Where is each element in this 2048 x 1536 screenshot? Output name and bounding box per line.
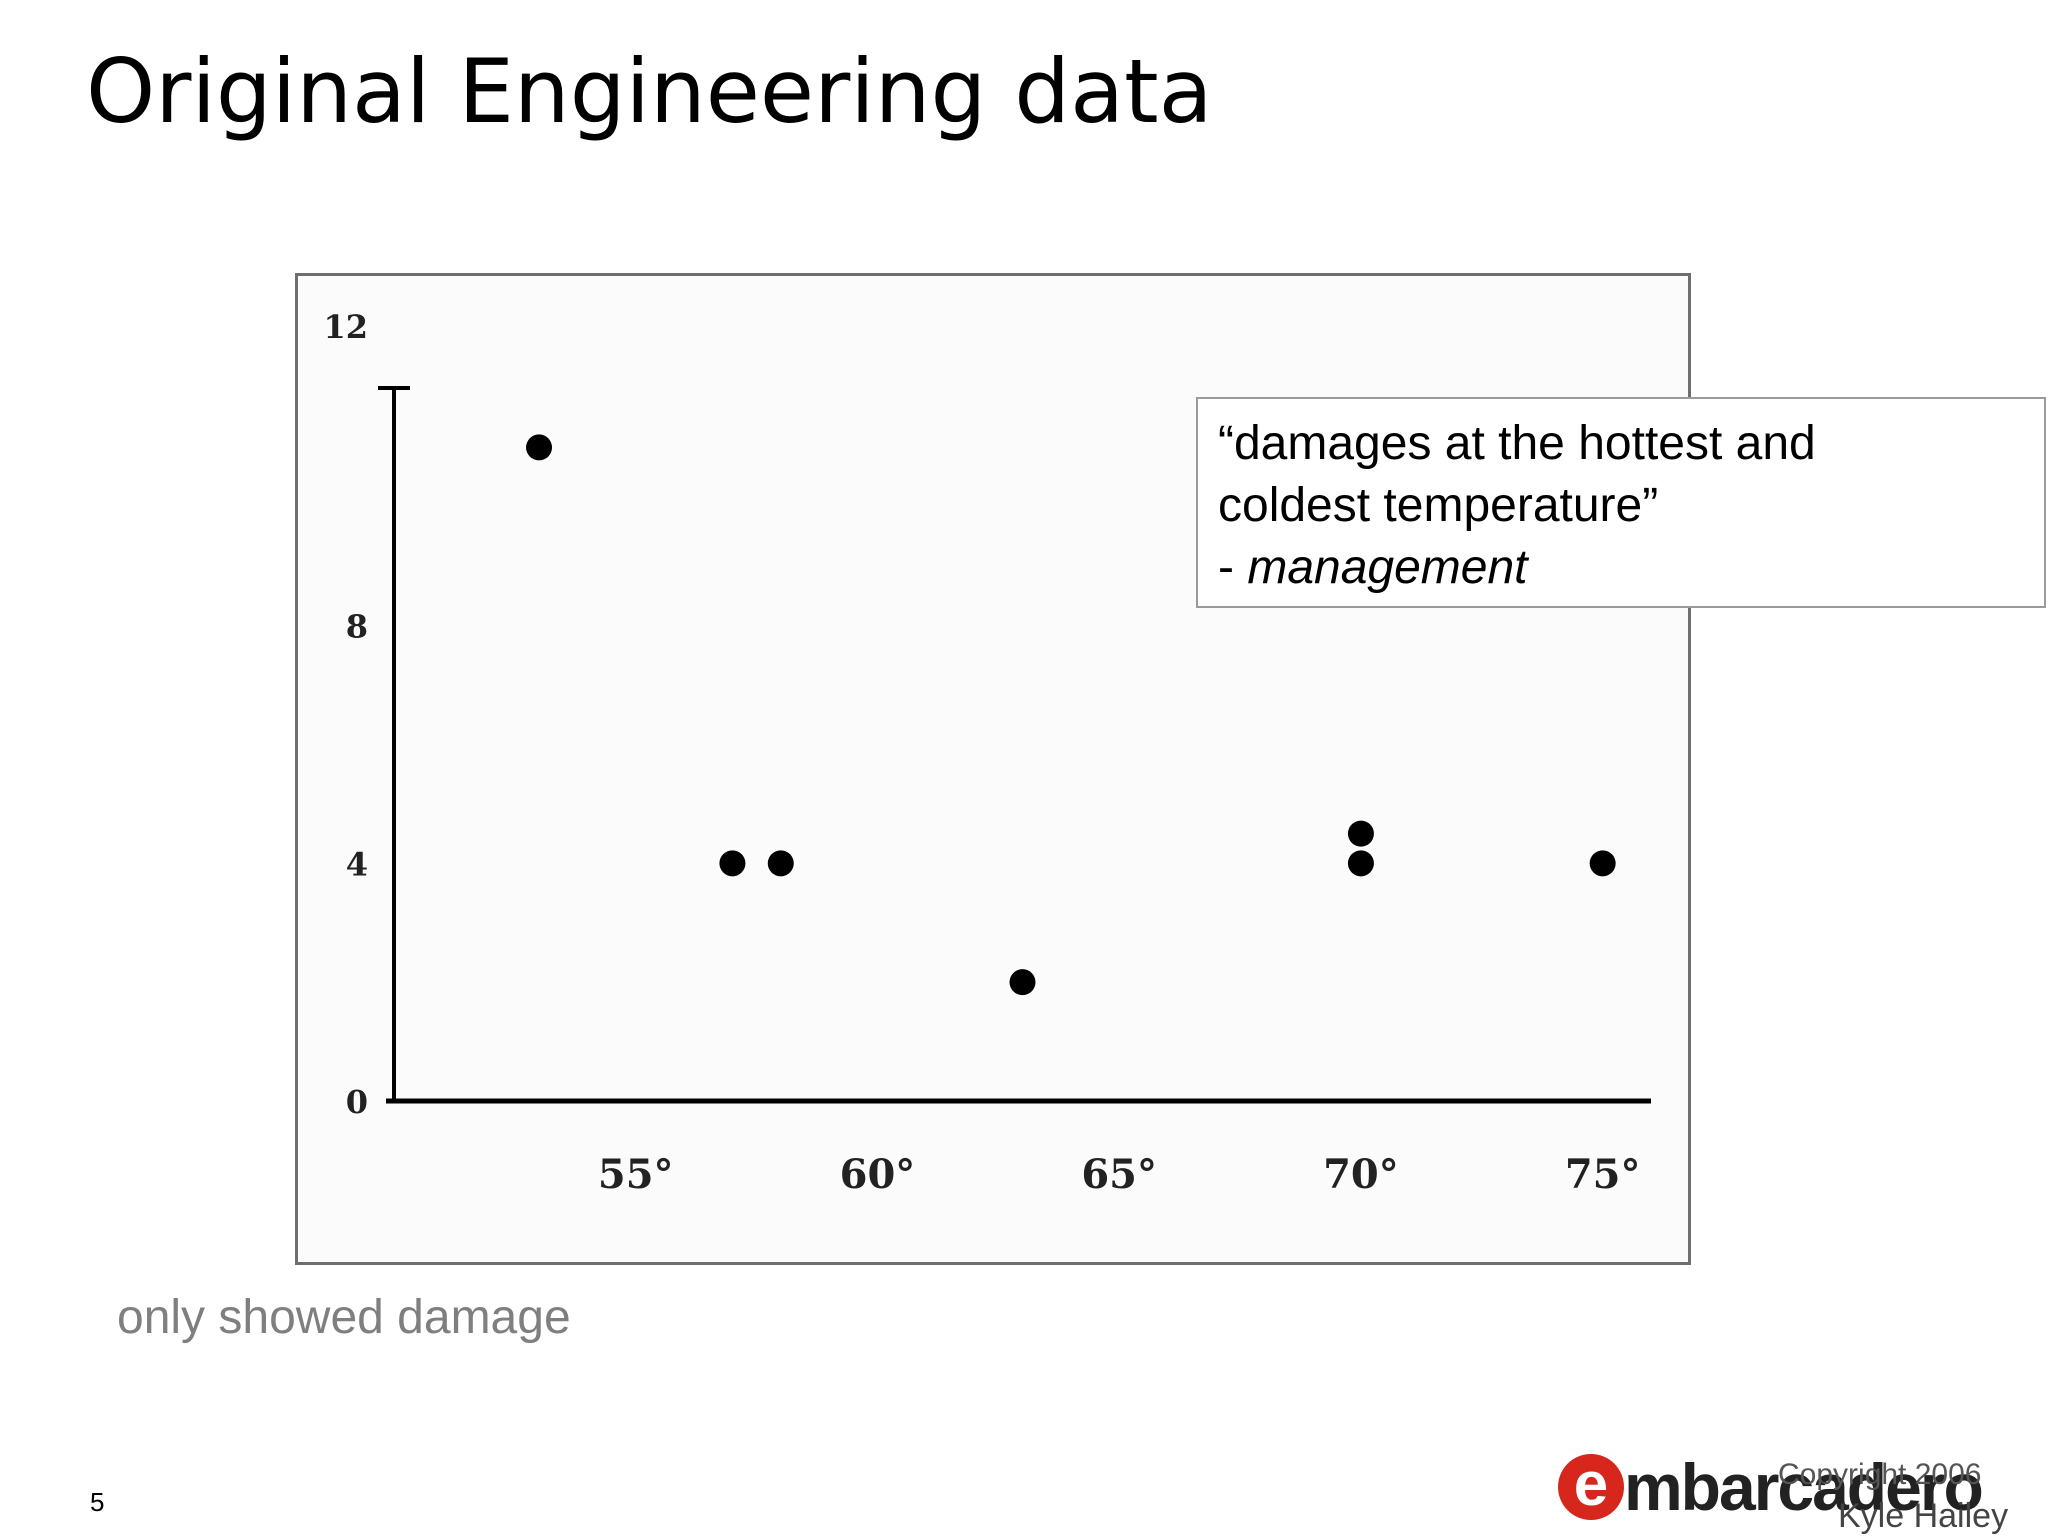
slide-title: Original Engineering data — [86, 40, 1213, 143]
y-tick-label: 8 — [346, 608, 368, 646]
quote-line-2: coldest temperature” — [1218, 479, 1659, 532]
x-tick-label: 75° — [1565, 1151, 1641, 1198]
y-ticks: 12 8 4 0 — [323, 308, 368, 1121]
x-tick-label: 60° — [840, 1151, 916, 1198]
data-point — [1347, 820, 1374, 847]
author-name: Kyle Hailey — [1838, 1497, 2009, 1535]
y-tick-label: 4 — [346, 845, 368, 883]
x-tick-label: 70° — [1323, 1151, 1399, 1198]
scatter-plot: 12 8 4 0 55° 60° 65° 70° 75° — [323, 308, 1651, 1198]
y-tick-label: 12 — [323, 308, 368, 346]
page-number: 5 — [90, 1487, 105, 1517]
data-point — [1589, 850, 1616, 877]
x-ticks: 55° 60° 65° 70° 75° — [598, 1151, 1641, 1198]
quote-line-1: “damages at the hottest and — [1218, 417, 1816, 470]
data-point — [767, 850, 794, 877]
y-tick-label: 0 — [346, 1083, 368, 1121]
embarcadero-logo: e mbarcadero — [1558, 1448, 2028, 1528]
x-tick-label: 55° — [598, 1151, 674, 1198]
data-points — [526, 434, 1616, 996]
logo-wordmark: mbarcadero — [1624, 1450, 1984, 1524]
x-tick-label: 65° — [1081, 1151, 1157, 1198]
data-point — [719, 850, 746, 877]
quote-attribution: - management — [1218, 537, 2024, 599]
logo-e-icon: e — [1558, 1454, 1624, 1520]
chart-caption: only showed damage — [117, 1291, 571, 1344]
attribution-dash: - — [1218, 541, 1248, 594]
attribution-text: management — [1247, 541, 1528, 594]
data-point — [526, 434, 553, 461]
data-point — [1009, 969, 1036, 996]
copyright-notice: Copyright 2006 — [1778, 1458, 1982, 1491]
data-point — [1347, 850, 1374, 877]
management-quote-callout: “damages at the hottest and coldest temp… — [1196, 397, 2046, 608]
